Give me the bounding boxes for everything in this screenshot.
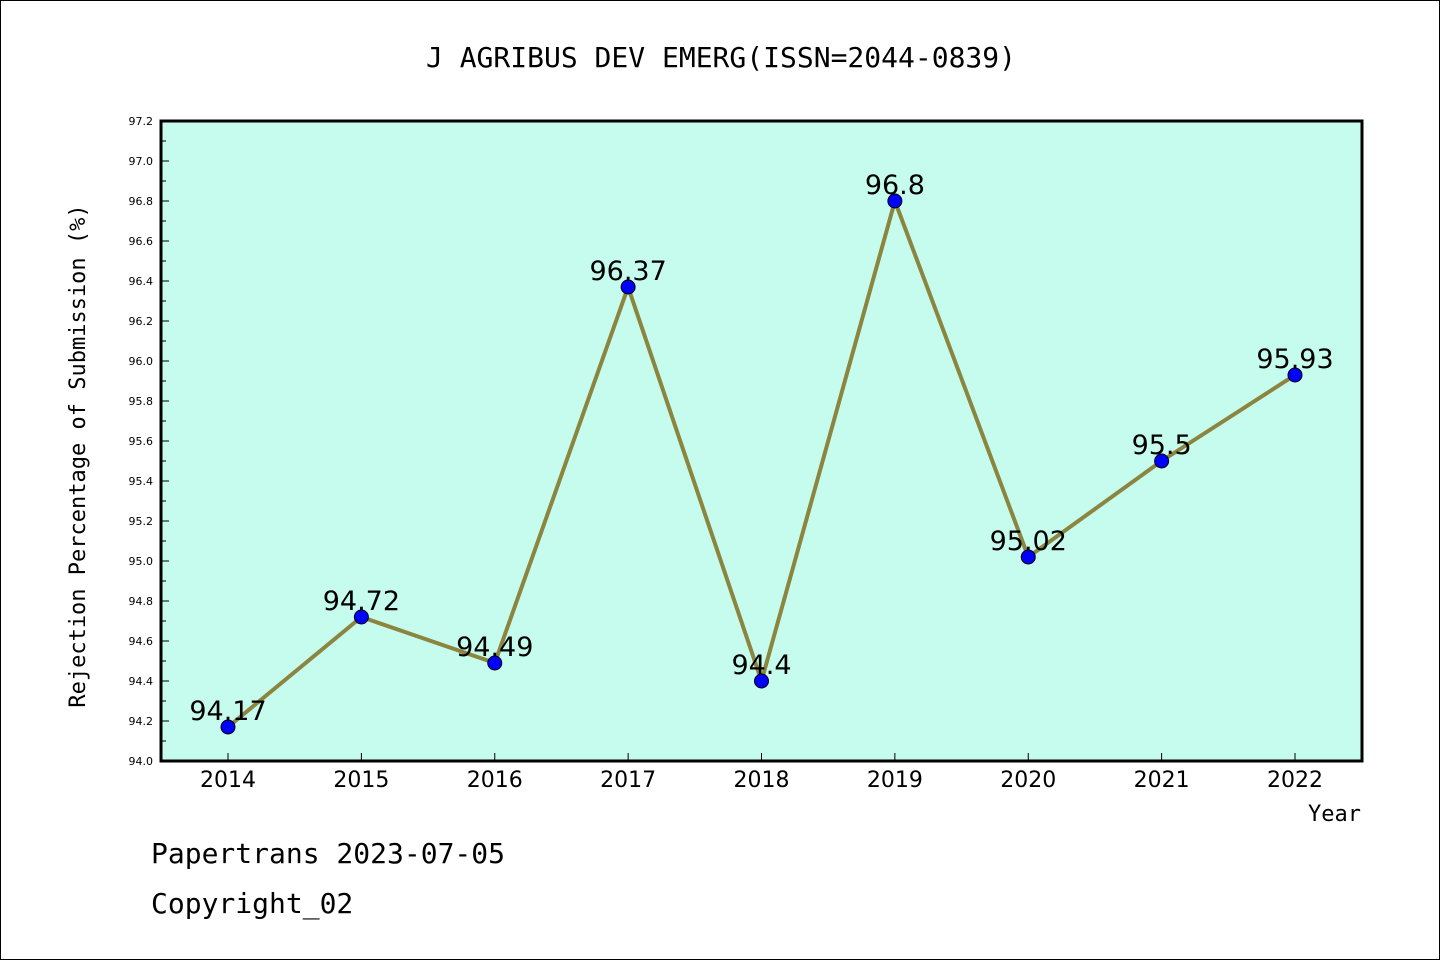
y-tick-label: 97.0 <box>129 155 154 168</box>
data-label: 94.4 <box>731 650 791 681</box>
data-point <box>353 609 369 625</box>
data-label: 95.5 <box>1132 430 1192 461</box>
x-tick-label: 2015 <box>333 768 389 793</box>
y-tick-label: 94.0 <box>129 755 154 768</box>
y-tick-label: 96.0 <box>129 355 154 368</box>
data-label: 94.49 <box>456 632 533 663</box>
y-tick-label: 94.8 <box>129 595 154 608</box>
data-point <box>754 673 769 689</box>
data-point <box>220 719 236 735</box>
data-label: 95.02 <box>990 526 1067 557</box>
data-point <box>487 655 503 671</box>
y-tick-label: 97.2 <box>129 115 154 128</box>
y-tick-label: 95.6 <box>129 435 154 448</box>
data-point <box>887 193 903 209</box>
data-point <box>1154 453 1170 469</box>
data-point <box>620 279 636 295</box>
y-axis: 94.0 94.2 94.4 94.6 94.8 95.0 95.2 95.4 95.6 95.8… <box>129 115 169 768</box>
x-tick-label: 2014 <box>200 768 256 793</box>
x-tick-label: 2017 <box>600 768 656 793</box>
y-tick-label: 95.8 <box>129 395 154 408</box>
data-label: 94.17 <box>189 696 266 727</box>
x-tick-label: 2016 <box>467 768 523 793</box>
y-tick-label: 96.6 <box>129 235 154 248</box>
x-axis: 2014 2015 2016 2017 2018 2019 2020 2021 2022 <box>200 753 1323 793</box>
plot-area <box>159 119 1364 763</box>
x-tick-label: 2019 <box>867 768 923 793</box>
x-tick-label: 2021 <box>1134 768 1190 793</box>
y-tick-label: 95.0 <box>129 555 154 568</box>
data-labels: 94.17 94.72 94.49 96.37 94.4 96.8 95.02 95.5 95.… <box>189 170 1333 727</box>
x-tick-label: 2020 <box>1000 768 1056 793</box>
chart-title: J AGRIBUS DEV EMERG(ISSN=2044-0839) <box>426 41 1016 74</box>
y-tick-label: 94.6 <box>129 635 154 648</box>
y-tick-label: 96.4 <box>129 275 154 288</box>
data-label: 95.93 <box>1256 344 1333 375</box>
footer-date: Papertrans 2023-07-05 <box>151 837 506 870</box>
y-tick-label: 95.4 <box>129 475 154 488</box>
data-point <box>1287 367 1303 383</box>
x-axis-label: Year <box>1308 802 1361 827</box>
data-label: 96.37 <box>589 256 666 287</box>
footer-copyright: Copyright_02 <box>151 887 354 920</box>
y-tick-label: 94.2 <box>129 715 154 728</box>
y-tick-label: 96.8 <box>129 195 154 208</box>
y-tick-label: 94.4 <box>129 675 154 688</box>
data-label: 96.8 <box>865 170 925 201</box>
data-points <box>220 193 1303 735</box>
data-label: 94.72 <box>323 586 400 617</box>
y-tick-label: 96.2 <box>129 315 154 328</box>
data-point <box>1020 549 1036 565</box>
x-tick-label: 2018 <box>734 768 790 793</box>
y-axis-label: Rejection Percentage of Submission (%) <box>66 204 91 707</box>
x-tick-label: 2022 <box>1267 768 1323 793</box>
y-tick-label: 95.2 <box>129 515 154 528</box>
